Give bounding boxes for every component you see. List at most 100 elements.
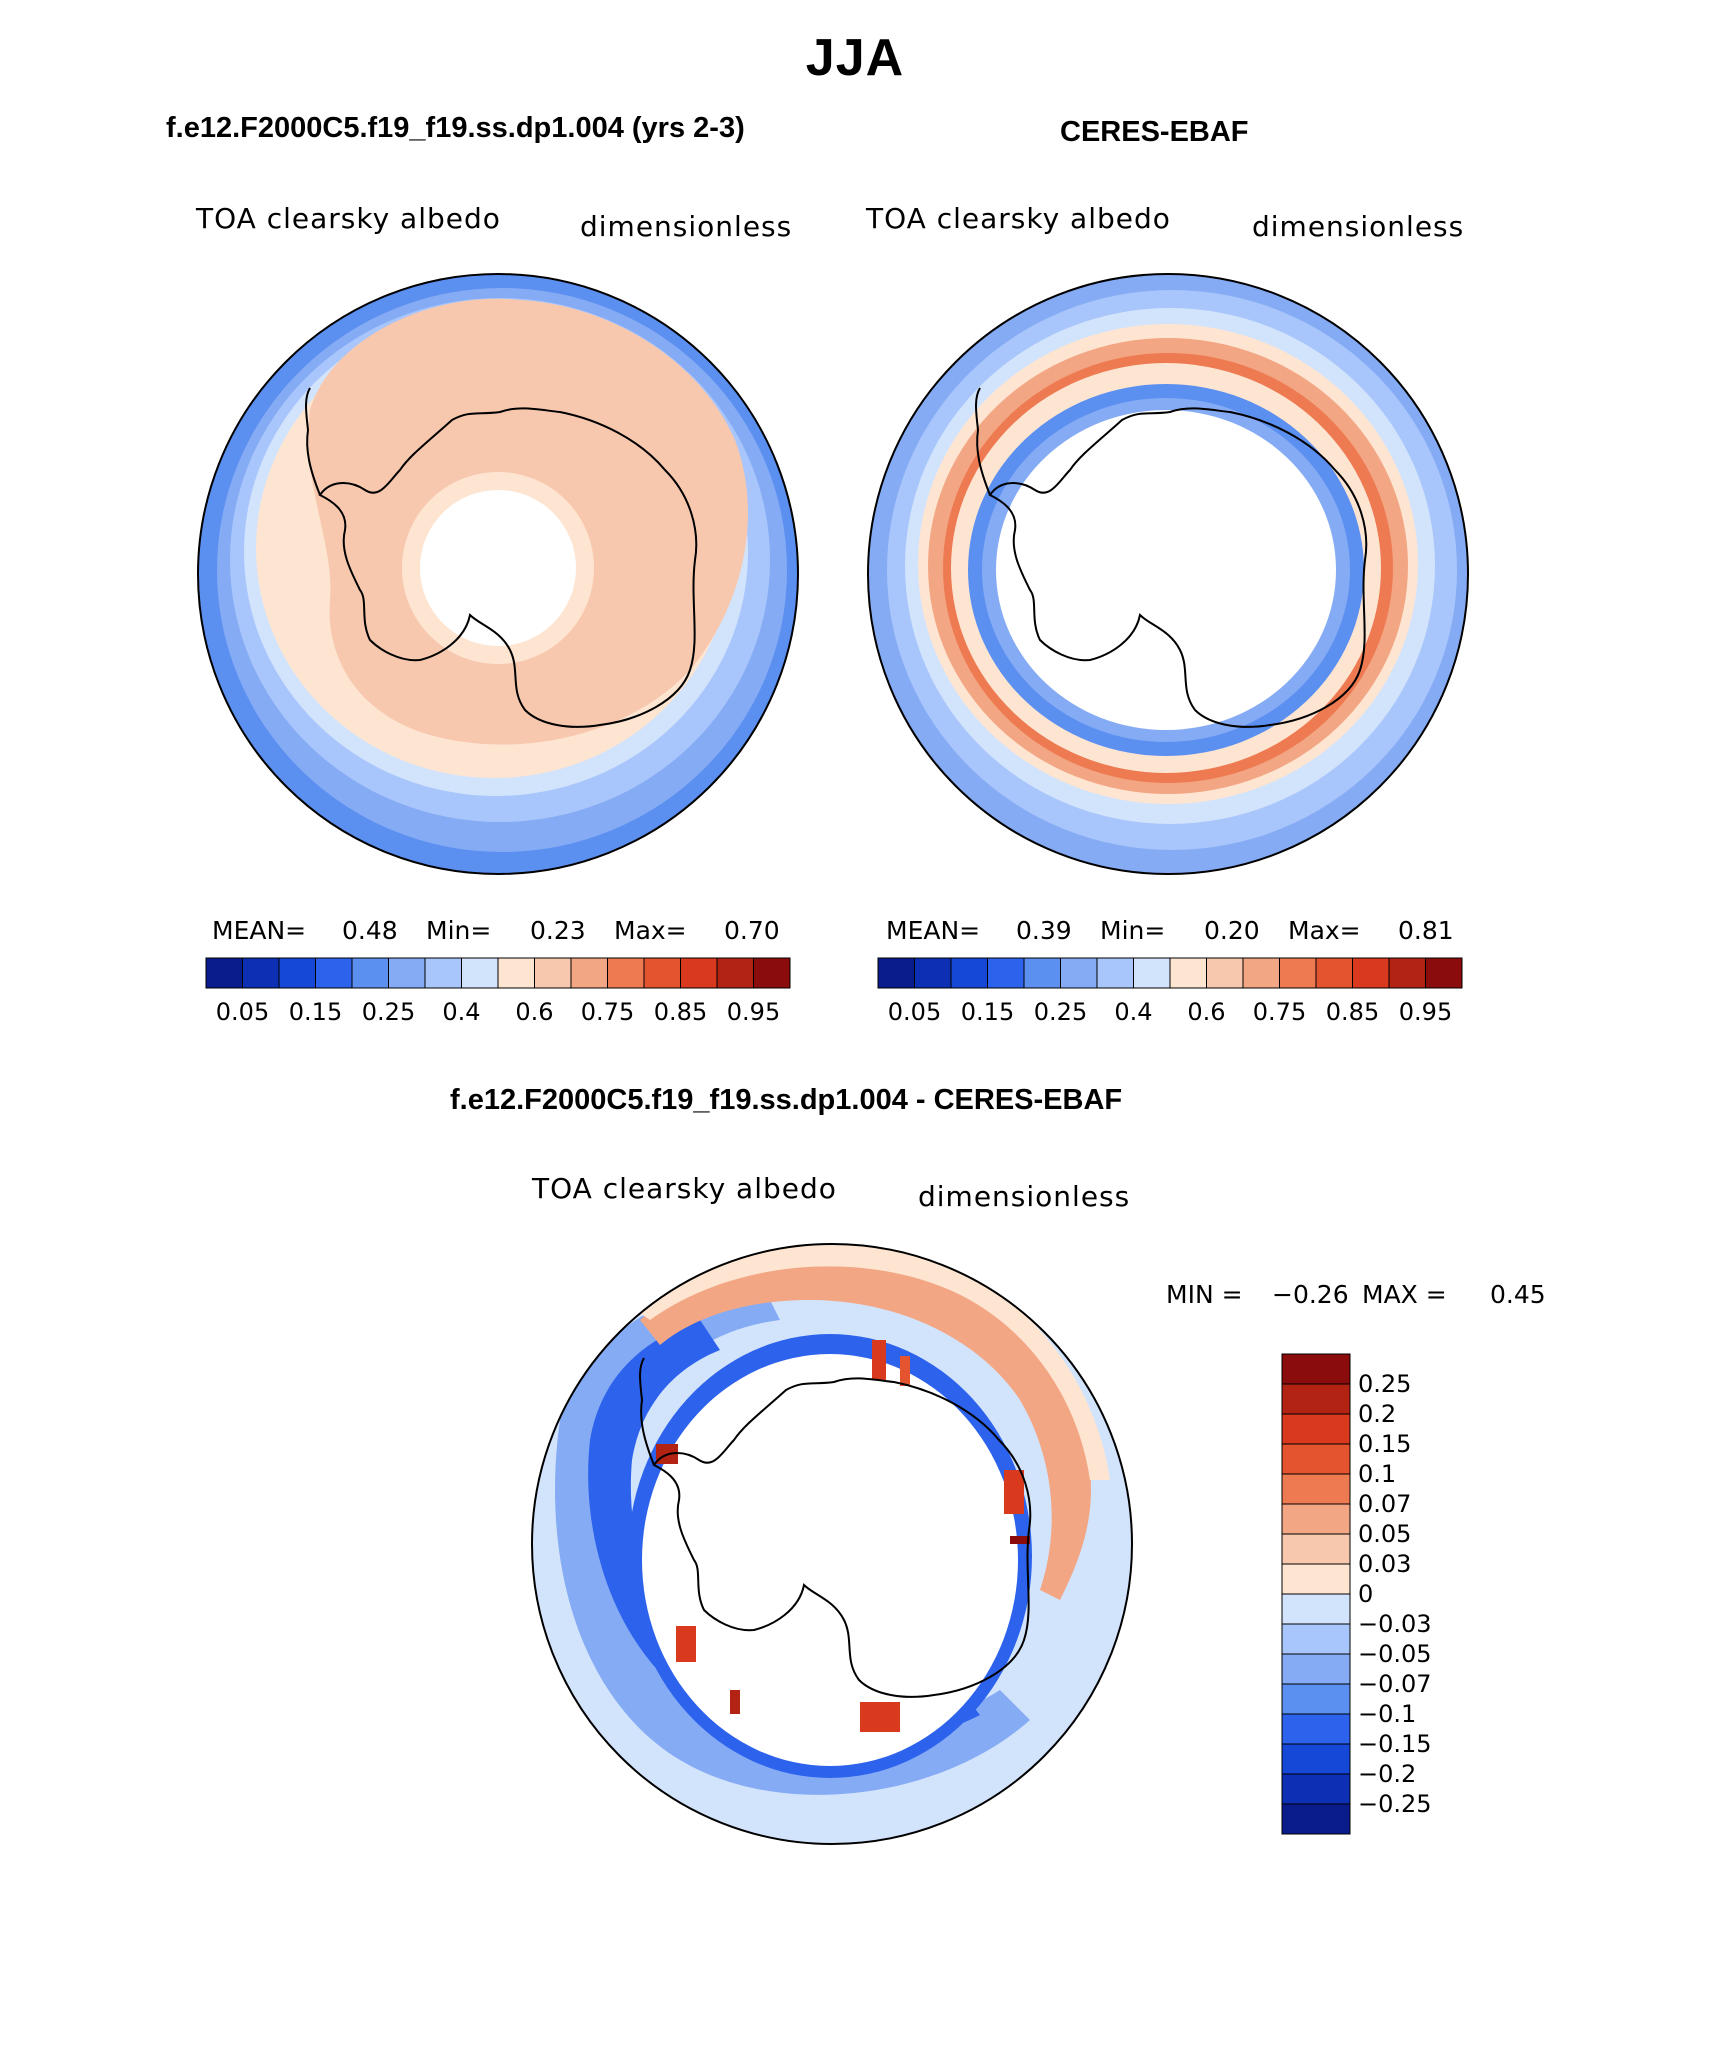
panel2-units-label: dimensionless — [1252, 210, 1465, 243]
panel1-max-value: 0.70 — [724, 916, 780, 945]
diff-colorbar-tick-label: −0.1 — [1358, 1700, 1417, 1728]
panel2-colorbar-tick-label: 0.95 — [1398, 998, 1453, 1026]
panel1-title: f.e12.F2000C5.f19_f19.ss.dp1.004 (yrs 2-… — [166, 112, 745, 144]
diff-min-value: −0.26 — [1272, 1280, 1349, 1309]
panel1-colorbar-swatch-5 — [388, 957, 426, 989]
panel2-colorbar-swatch-10 — [1242, 957, 1280, 989]
diff-colorbar-swatch-6 — [1281, 1533, 1351, 1565]
diff-colorbar-tick-label: 0.03 — [1358, 1550, 1412, 1578]
diff-colorbar-tick-label: 0.15 — [1358, 1430, 1412, 1458]
panel1-max-label: Max= — [614, 916, 687, 945]
diff-colorbar-swatch-0 — [1281, 1353, 1351, 1385]
panel2-coastline — [988, 407, 1368, 728]
panel1-colorbar-tick-label: 0.6 — [515, 998, 554, 1026]
panel1-colorbar-swatch-3 — [315, 957, 353, 989]
panel1-colorbar-tick-label: 0.95 — [726, 998, 781, 1026]
panel1-colorbar-swatch-12 — [643, 957, 681, 989]
panel2-colorbar-swatch-4 — [1023, 957, 1061, 989]
panel2-colorbar-swatch-0 — [877, 957, 915, 989]
diff-colorbar-swatch-9 — [1281, 1623, 1351, 1655]
diff-colorbar-swatch-7 — [1281, 1563, 1351, 1595]
diff-peninsula — [639, 1357, 655, 1466]
panel2-inner-gap — [996, 410, 1336, 730]
panel1-colorbar-swatch-13 — [680, 957, 718, 989]
diff-red-block-1 — [872, 1340, 886, 1380]
diff-colorbar-swatch-15 — [1281, 1803, 1351, 1835]
panel2-colorbar-swatch-6 — [1096, 957, 1134, 989]
diff-colorbar-tick-label: 0.2 — [1358, 1400, 1397, 1428]
panel2-colorbar-tick-label: 0.75 — [1252, 998, 1307, 1026]
panel2-colorbar-tick-label: 0.25 — [1033, 998, 1088, 1026]
diff-red-block-2 — [900, 1356, 910, 1386]
panel2-peninsula — [975, 387, 991, 496]
panel1-colorbar-tick-label: 0.05 — [215, 998, 270, 1026]
panel1-colorbar-swatch-7 — [461, 957, 499, 989]
panel1-colorbar-swatch-11 — [607, 957, 645, 989]
panel2-colorbar-swatch-8 — [1169, 957, 1207, 989]
diff-inner-gap — [642, 1354, 1018, 1766]
diff-colorbar-tick-label: −0.25 — [1358, 1790, 1432, 1818]
panel2-max-label: Max= — [1288, 916, 1361, 945]
panel2-mean-value: 0.39 — [1016, 916, 1072, 945]
panel1-coastline — [318, 407, 698, 728]
panel1-mean-value: 0.48 — [342, 916, 398, 945]
diff-colorbar-tick-label: −0.2 — [1358, 1760, 1417, 1788]
diff-map-border — [531, 1243, 1133, 1845]
diff-colorbar-swatch-1 — [1281, 1383, 1351, 1415]
diff-units-label: dimensionless — [918, 1180, 1131, 1213]
panel2-colorbar-swatch-13 — [1352, 957, 1390, 989]
panel2-colorbar-swatch-15 — [1425, 957, 1463, 989]
diff-colorbar-swatch-8 — [1281, 1593, 1351, 1625]
panel1-pole-gap — [420, 490, 576, 646]
panel2-colorbar-swatch-2 — [950, 957, 988, 989]
panel1-mean-label: MEAN= — [212, 916, 307, 945]
diff-variable-label: TOA clearsky albedo — [532, 1172, 837, 1205]
panel1-colorbar-swatch-1 — [242, 957, 280, 989]
diff-colorbar-tick-label: −0.15 — [1358, 1730, 1432, 1758]
panel1-map-border — [197, 273, 799, 875]
panel1-colorbar-swatch-9 — [534, 957, 572, 989]
panel1-colorbar-swatch-2 — [278, 957, 316, 989]
diff-colorbar-swatch-10 — [1281, 1653, 1351, 1685]
panel1-colorbar-swatch-14 — [716, 957, 754, 989]
diff-red-block-8 — [730, 1690, 740, 1714]
panel1-colorbar — [205, 957, 791, 989]
panel2-colorbar-tick-label: 0.05 — [887, 998, 942, 1026]
panel2-map-border — [867, 273, 1469, 875]
panel1-units-label: dimensionless — [580, 210, 793, 243]
panel1-colorbar-tick-label: 0.15 — [288, 998, 343, 1026]
panel1-colorbar-tick-label: 0.75 — [580, 998, 635, 1026]
diff-colorbar-tick-label: −0.03 — [1358, 1610, 1432, 1638]
diff-red-block-6 — [676, 1626, 696, 1662]
diff-colorbar-swatch-4 — [1281, 1473, 1351, 1505]
diff-red-block-4 — [1010, 1536, 1030, 1544]
main-title: JJA — [805, 29, 905, 87]
diff-colorbar — [1281, 1353, 1351, 1835]
diff-colorbar-swatch-12 — [1281, 1713, 1351, 1745]
panel1-min-value: 0.23 — [530, 916, 586, 945]
diff-colorbar-tick-label: −0.05 — [1358, 1640, 1432, 1668]
panel1-min-label: Min= — [426, 916, 492, 945]
panel1-variable-label: TOA clearsky albedo — [196, 202, 501, 235]
diff-colorbar-swatch-13 — [1281, 1743, 1351, 1775]
panel1-colorbar-tick-label: 0.25 — [361, 998, 416, 1026]
diff-min-label: MIN = — [1166, 1280, 1243, 1309]
diff-colorbar-tick-label: 0.07 — [1358, 1490, 1412, 1518]
diff-colorbar-swatch-2 — [1281, 1413, 1351, 1445]
panel2-colorbar-tick-label: 0.6 — [1187, 998, 1226, 1026]
diff-colorbar-swatch-11 — [1281, 1683, 1351, 1715]
diff-colorbar-swatch-3 — [1281, 1443, 1351, 1475]
panel1-colorbar-tick-label: 0.4 — [442, 998, 481, 1026]
diff-max-value: 0.45 — [1490, 1280, 1546, 1309]
panel2-colorbar-swatch-12 — [1315, 957, 1353, 989]
panel2-title: CERES-EBAF — [1060, 116, 1249, 148]
panel2-mean-label: MEAN= — [886, 916, 981, 945]
diff-colorbar-tick-label: 0.25 — [1358, 1370, 1412, 1398]
panel2-min-value: 0.20 — [1204, 916, 1260, 945]
panel1-colorbar-swatch-15 — [753, 957, 791, 989]
diff-colorbar-swatch-5 — [1281, 1503, 1351, 1535]
diff-colorbar-tick-label: 0.05 — [1358, 1520, 1412, 1548]
